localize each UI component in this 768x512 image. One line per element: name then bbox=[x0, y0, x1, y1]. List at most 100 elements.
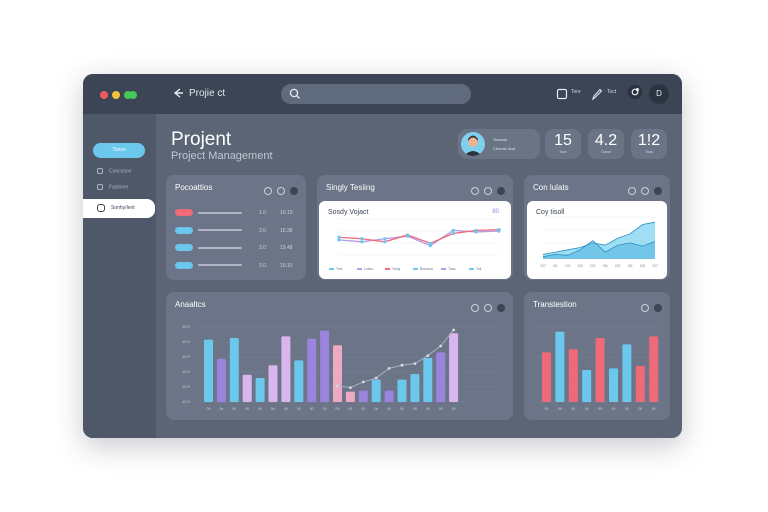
bar bbox=[649, 336, 659, 402]
sidebar-item-2[interactable]: Fasloore bbox=[97, 184, 128, 190]
area-x-label: OA bbox=[603, 264, 609, 268]
area-x-label: OE bbox=[628, 264, 634, 268]
home-icon bbox=[97, 168, 103, 174]
sidebar-item-selected[interactable]: Sonhy/lent bbox=[83, 199, 155, 218]
profile-line-1: Tosaroe bbox=[493, 137, 508, 142]
close-window-dot[interactable] bbox=[100, 91, 108, 99]
bar-x-label: 00 bbox=[598, 407, 602, 411]
menu-icon[interactable] bbox=[497, 304, 505, 312]
bar bbox=[320, 330, 330, 402]
page-title: Projent bbox=[171, 129, 232, 150]
line-point bbox=[451, 228, 455, 232]
legend-item: Toli bbox=[469, 267, 481, 271]
bar-x-label: 00 bbox=[284, 407, 288, 411]
bar bbox=[371, 379, 381, 402]
menu-icon[interactable] bbox=[654, 187, 662, 195]
bar-x-label: 00 bbox=[258, 407, 262, 411]
sidebar-item-1[interactable]: Concsoon bbox=[97, 168, 132, 174]
info-icon[interactable] bbox=[641, 187, 649, 195]
user-avatar[interactable]: D bbox=[649, 84, 669, 104]
bar bbox=[384, 390, 394, 402]
line-point bbox=[497, 228, 501, 232]
profile-card[interactable]: Tosaroe Cbomtc llcot bbox=[458, 129, 540, 159]
sidebar-item-active[interactable]: Tooco bbox=[93, 143, 145, 158]
overlay-point bbox=[387, 367, 391, 370]
overlay-line bbox=[337, 329, 454, 389]
bar-x-label: 00 bbox=[336, 407, 340, 411]
panel-bars: Anaaltcs 10 0 10 0 10 0 10 0 10 0 10 0 00 0s 00 0… bbox=[166, 292, 513, 420]
bar bbox=[582, 370, 592, 402]
toolbar-label-1[interactable]: Tore bbox=[571, 89, 581, 95]
settings-icon[interactable] bbox=[625, 84, 645, 100]
info-icon[interactable] bbox=[277, 187, 285, 195]
list-item-bar bbox=[198, 229, 242, 231]
list-item-value-a: 3.0 bbox=[259, 227, 266, 234]
area-series-1 bbox=[543, 222, 655, 259]
profile-line-2: Cbomtc llcot bbox=[493, 146, 516, 151]
toolbar-label-2[interactable]: Toct bbox=[607, 89, 617, 95]
refresh-icon[interactable] bbox=[628, 187, 636, 195]
bar-x-label: 00 bbox=[207, 407, 211, 411]
line-chart-value: 80 bbox=[492, 209, 499, 215]
bar-x-label: 00 bbox=[387, 407, 391, 411]
info-icon[interactable] bbox=[484, 304, 492, 312]
pen-icon[interactable] bbox=[591, 86, 603, 102]
overlay-point bbox=[426, 354, 430, 357]
stat-card-3: 1!2 Toas bbox=[631, 129, 667, 159]
line-point bbox=[428, 241, 433, 245]
list-item-pill bbox=[175, 244, 193, 251]
overlay-point bbox=[400, 363, 404, 367]
bar-x-label: 00 bbox=[400, 407, 404, 411]
bar bbox=[622, 344, 632, 402]
line-point bbox=[405, 233, 410, 237]
panel-bars-title: Anaaltcs bbox=[175, 300, 206, 309]
info-icon[interactable] bbox=[484, 187, 492, 195]
minimize-window-dot[interactable] bbox=[112, 91, 120, 99]
bar bbox=[542, 352, 551, 402]
bar bbox=[216, 358, 226, 402]
menu-icon[interactable] bbox=[497, 187, 505, 195]
legend-item: Toci bbox=[329, 267, 342, 271]
refresh-icon[interactable] bbox=[264, 187, 272, 195]
back-arrow-icon[interactable] bbox=[171, 86, 185, 100]
area-chart-card: Coy tisoll OO OC OO OS OO OA OO OE OO OO bbox=[527, 201, 667, 279]
menu-icon[interactable] bbox=[654, 304, 662, 312]
line-point bbox=[360, 240, 364, 244]
bar bbox=[555, 331, 565, 402]
sidebar: Tooco Concsoon Fasloore bbox=[83, 114, 156, 438]
bar-x-label: 00 bbox=[612, 407, 616, 411]
line-point bbox=[383, 237, 387, 241]
search-icon bbox=[289, 88, 300, 99]
line-point bbox=[428, 244, 433, 248]
search-input[interactable] bbox=[281, 84, 471, 104]
bar bbox=[609, 368, 618, 402]
bar-y-label: 10 0 bbox=[182, 324, 191, 329]
legend-item: Yosiy bbox=[385, 267, 400, 271]
area-x-label: OO bbox=[565, 264, 571, 268]
page-subtitle: Project Management bbox=[171, 150, 273, 162]
refresh-icon[interactable] bbox=[471, 304, 479, 312]
bar-x-label: 00 bbox=[585, 407, 589, 411]
overlay-point bbox=[439, 344, 443, 348]
bar bbox=[204, 339, 213, 402]
bar bbox=[358, 390, 368, 402]
refresh-icon[interactable] bbox=[471, 187, 479, 195]
square-icon[interactable] bbox=[556, 86, 568, 102]
overlay-point bbox=[349, 386, 352, 389]
bar-x-label: 00 bbox=[439, 407, 443, 411]
area-x-label: OO bbox=[652, 264, 658, 268]
bar-x-label: 00 bbox=[348, 407, 352, 411]
line-chart bbox=[337, 218, 501, 256]
bar-x-label: 00 bbox=[323, 407, 327, 411]
area-series-2 bbox=[543, 240, 655, 259]
bar-y-label: 10 0 bbox=[182, 369, 191, 374]
list-item-bar bbox=[198, 246, 242, 249]
panel-bars2-title: Transtestion bbox=[533, 300, 577, 309]
area-line-1 bbox=[542, 221, 656, 255]
info-icon[interactable] bbox=[641, 304, 649, 312]
line-series-2 bbox=[338, 228, 500, 245]
list-item-bar bbox=[198, 264, 242, 266]
area-x-label: OO bbox=[640, 264, 646, 268]
maximize-window-dot[interactable] bbox=[124, 91, 132, 99]
menu-icon[interactable] bbox=[290, 187, 298, 195]
